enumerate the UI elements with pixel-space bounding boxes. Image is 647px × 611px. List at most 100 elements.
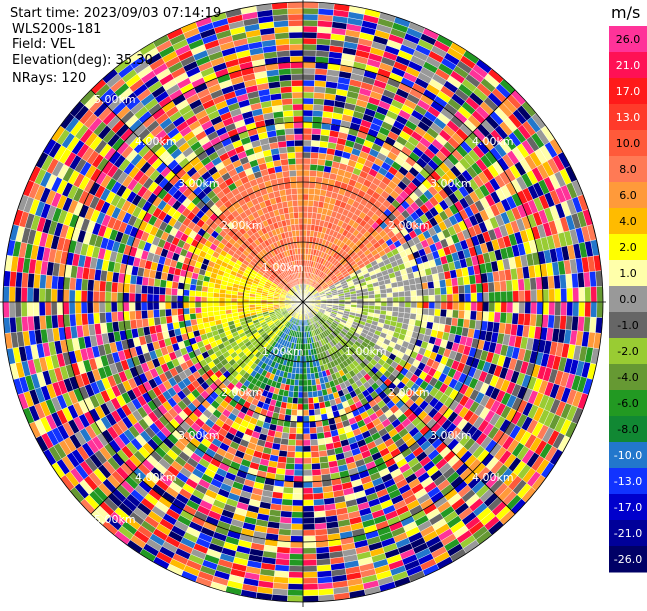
- range-gate: [280, 511, 292, 518]
- range-gate: [393, 292, 399, 297]
- range-gate: [147, 286, 154, 294]
- range-gate: [75, 302, 81, 314]
- range-gate: [93, 313, 100, 324]
- range-gate: [135, 284, 142, 293]
- range-gate: [500, 312, 507, 323]
- range-gate: [93, 280, 100, 291]
- range-gate: [57, 302, 63, 315]
- range-gate: [477, 302, 483, 311]
- range-gate: [549, 302, 555, 315]
- range-gate: [303, 422, 310, 428]
- range-gate: [303, 62, 316, 68]
- range-gate: [315, 523, 327, 530]
- range-gate: [287, 596, 303, 602]
- range-gate: [171, 309, 178, 316]
- range-gate: [281, 505, 292, 512]
- range-gate: [303, 416, 309, 422]
- range-gate: [488, 312, 495, 322]
- range-gate: [313, 110, 323, 117]
- range-gate: [357, 302, 363, 305]
- range-gate: [201, 302, 207, 307]
- range-gate: [291, 409, 297, 415]
- range-gate: [297, 416, 303, 422]
- range-gate: [423, 302, 429, 309]
- range-gate: [303, 56, 316, 62]
- range-gate: [404, 313, 411, 319]
- range-gate: [160, 280, 167, 288]
- range-gate: [63, 302, 69, 315]
- range-gate: [319, 450, 328, 457]
- range-gate: [286, 457, 295, 464]
- range-gate: [525, 302, 531, 314]
- range-gate: [303, 80, 315, 86]
- range-gate: [507, 302, 513, 313]
- range-gate: [99, 291, 105, 302]
- range-gate: [177, 308, 184, 315]
- range-gate: [560, 274, 567, 288]
- range-gate: [549, 289, 555, 302]
- range-gate: [458, 310, 465, 319]
- range-gate: [392, 287, 399, 293]
- range-gate: [39, 302, 45, 316]
- range-gate: [231, 298, 237, 302]
- range-gate: [451, 278, 458, 287]
- range-gate: [213, 302, 219, 307]
- range-gate: [189, 302, 195, 308]
- range-gate: [313, 397, 319, 404]
- range-gate: [166, 280, 173, 288]
- range-gate: [15, 287, 21, 302]
- range-gate: [288, 578, 303, 584]
- range-gate: [422, 308, 429, 315]
- range-gate: [183, 296, 189, 302]
- range-gate: [201, 307, 207, 313]
- range-gate: [495, 292, 501, 302]
- range-gate: [381, 306, 387, 311]
- range-gate: [314, 505, 325, 512]
- range-gate: [281, 432, 289, 439]
- range-gate: [417, 302, 423, 308]
- range-gate: [303, 188, 309, 194]
- range-gate: [423, 295, 429, 302]
- range-gate: [303, 530, 315, 536]
- range-gate: [111, 292, 117, 302]
- range-gate: [398, 286, 405, 292]
- range-gate: [296, 434, 303, 440]
- range-gate: [309, 409, 315, 415]
- range-gate: [561, 288, 567, 302]
- range-gate: [153, 286, 160, 294]
- range-gate: [307, 386, 312, 392]
- range-gate: [309, 415, 316, 421]
- range-gate: [295, 452, 303, 458]
- range-gate: [189, 308, 195, 314]
- range-gate: [303, 458, 312, 464]
- range-gate: [313, 104, 324, 111]
- range-gate: [207, 307, 213, 312]
- range-gate: [312, 128, 321, 135]
- range-gate: [410, 313, 417, 320]
- range-gate: [434, 309, 441, 317]
- range-gate: [294, 386, 299, 392]
- range-gate: [303, 32, 317, 38]
- range-gate: [428, 288, 435, 295]
- range-gate: [315, 529, 328, 536]
- range-gate: [445, 279, 452, 287]
- range-gate: [303, 152, 311, 158]
- range-gate: [369, 295, 375, 299]
- range-gate: [357, 296, 363, 300]
- range-gate: [387, 293, 393, 298]
- range-gate: [501, 302, 507, 313]
- range-gate: [292, 506, 303, 512]
- range-gate: [303, 404, 309, 410]
- range-gate: [154, 279, 161, 287]
- range-gate: [303, 440, 311, 446]
- range-gate: [451, 318, 458, 327]
- range-gate: [308, 392, 313, 398]
- range-gate: [177, 289, 184, 296]
- range-gate: [189, 290, 195, 296]
- range-gate: [33, 288, 39, 302]
- range-gate: [190, 284, 197, 291]
- range-gate: [291, 524, 303, 530]
- range-gate: [303, 554, 317, 560]
- range-gate: [141, 310, 148, 319]
- range-gate: [129, 284, 136, 293]
